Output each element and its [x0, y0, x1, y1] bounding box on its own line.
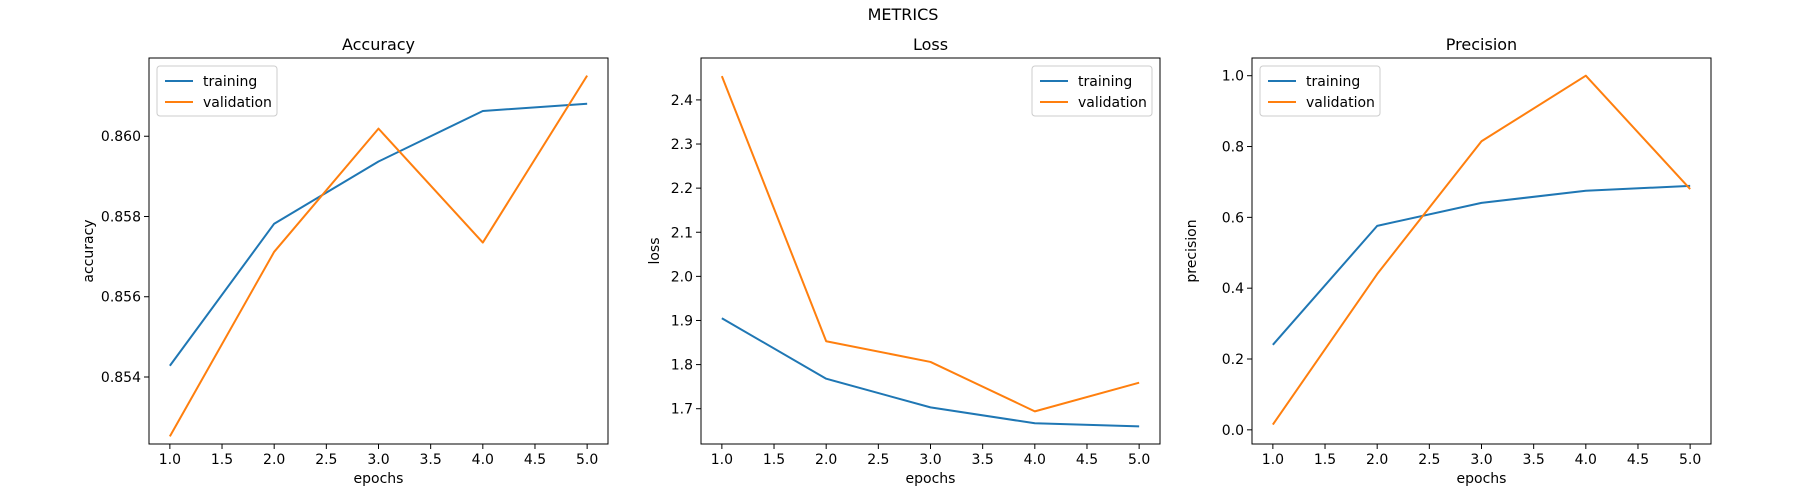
x-tick-label: 4.0	[472, 452, 494, 468]
y-tick-label: 2.0	[671, 269, 693, 285]
y-tick-label: 0.858	[101, 209, 141, 225]
legend-label-training: training	[1306, 74, 1360, 90]
x-tick-label: 4.5	[1076, 452, 1098, 468]
y-tick-label: 1.0	[1222, 69, 1244, 85]
y-tick-label: 2.1	[671, 225, 693, 241]
x-tick-label: 5.0	[576, 452, 598, 468]
x-tick-label: 4.0	[1575, 452, 1597, 468]
y-tick-label: 1.8	[671, 358, 693, 374]
y-axis-label: accuracy	[81, 219, 97, 282]
x-axis-label: epochs	[906, 471, 956, 487]
x-tick-label: 1.5	[211, 452, 233, 468]
y-tick-label: 0.860	[101, 129, 141, 145]
plot-frame	[700, 57, 1161, 445]
x-tick-label: 1.0	[159, 452, 181, 468]
x-tick-label: 2.5	[1418, 452, 1440, 468]
x-tick-label: 1.5	[1314, 452, 1336, 468]
legend-box	[156, 65, 278, 117]
y-tick-label: 0.2	[1222, 352, 1244, 368]
y-tick-label: 0.856	[101, 290, 141, 306]
legend-label-validation: validation	[203, 95, 272, 111]
y-tick-label: 0.854	[101, 370, 141, 386]
legend-label-training: training	[203, 74, 257, 90]
y-tick-label: 2.4	[671, 93, 693, 109]
chart-panel-precision: 1.0 1.5 2.0 2.5 3.0 3.5 4.0 4.5 5.0 0.0 0.2 0.4 0.6 0…	[1184, 35, 1712, 487]
x-tick-label: 1.0	[1262, 452, 1284, 468]
y-tick-label: 0.0	[1222, 423, 1244, 439]
panel-title: Loss	[913, 35, 948, 54]
x-tick-label: 2.0	[263, 452, 285, 468]
legend-label-training: training	[1078, 74, 1132, 90]
y-tick-label: 1.9	[671, 313, 693, 329]
x-tick-label: 3.0	[1470, 452, 1492, 468]
y-tick-label: 0.8	[1222, 140, 1244, 156]
legend-box	[1259, 65, 1381, 117]
figure-title: METRICS	[868, 5, 939, 24]
x-tick-label: 3.5	[1523, 452, 1545, 468]
y-axis-label: loss	[647, 237, 663, 264]
plot-frame	[1251, 57, 1712, 445]
x-tick-label: 5.0	[1679, 452, 1701, 468]
y-tick-label: 2.3	[671, 137, 693, 153]
chart-panel-loss: 1.0 1.5 2.0 2.5 3.0 3.5 4.0 4.5 5.0 1.7 1.8 1.9 2.0 2…	[647, 35, 1161, 487]
x-tick-label: 2.0	[815, 452, 837, 468]
chart-panel-accuracy: 1.0 1.5 2.0 2.5 3.0 3.5 4.0 4.5 5.0 0.854 0.856 0.8…	[81, 35, 609, 487]
legend-box	[1031, 65, 1153, 117]
legend-label-validation: validation	[1306, 95, 1375, 111]
x-tick-label: 4.0	[1024, 452, 1046, 468]
plot-frame	[148, 57, 609, 445]
y-tick-label: 0.6	[1222, 210, 1244, 226]
x-tick-label: 2.5	[315, 452, 337, 468]
x-tick-label: 4.5	[1627, 452, 1649, 468]
x-tick-label: 3.5	[420, 452, 442, 468]
y-tick-label: 1.7	[671, 402, 693, 418]
panel-title: Accuracy	[342, 35, 415, 54]
x-tick-label: 5.0	[1128, 452, 1150, 468]
y-tick-label: 0.4	[1222, 281, 1244, 297]
x-tick-label: 3.5	[972, 452, 994, 468]
y-axis-label: precision	[1184, 219, 1200, 282]
x-tick-label: 1.0	[711, 452, 733, 468]
x-tick-label: 2.0	[1366, 452, 1388, 468]
y-tick-label: 2.2	[671, 181, 693, 197]
x-tick-label: 3.0	[919, 452, 941, 468]
x-axis-label: epochs	[354, 471, 404, 487]
x-tick-label: 4.5	[524, 452, 546, 468]
x-axis-label: epochs	[1457, 471, 1507, 487]
legend-label-validation: validation	[1078, 95, 1147, 111]
panel-title: Precision	[1446, 35, 1517, 54]
x-tick-label: 3.0	[367, 452, 389, 468]
x-tick-label: 1.5	[763, 452, 785, 468]
x-tick-label: 2.5	[867, 452, 889, 468]
